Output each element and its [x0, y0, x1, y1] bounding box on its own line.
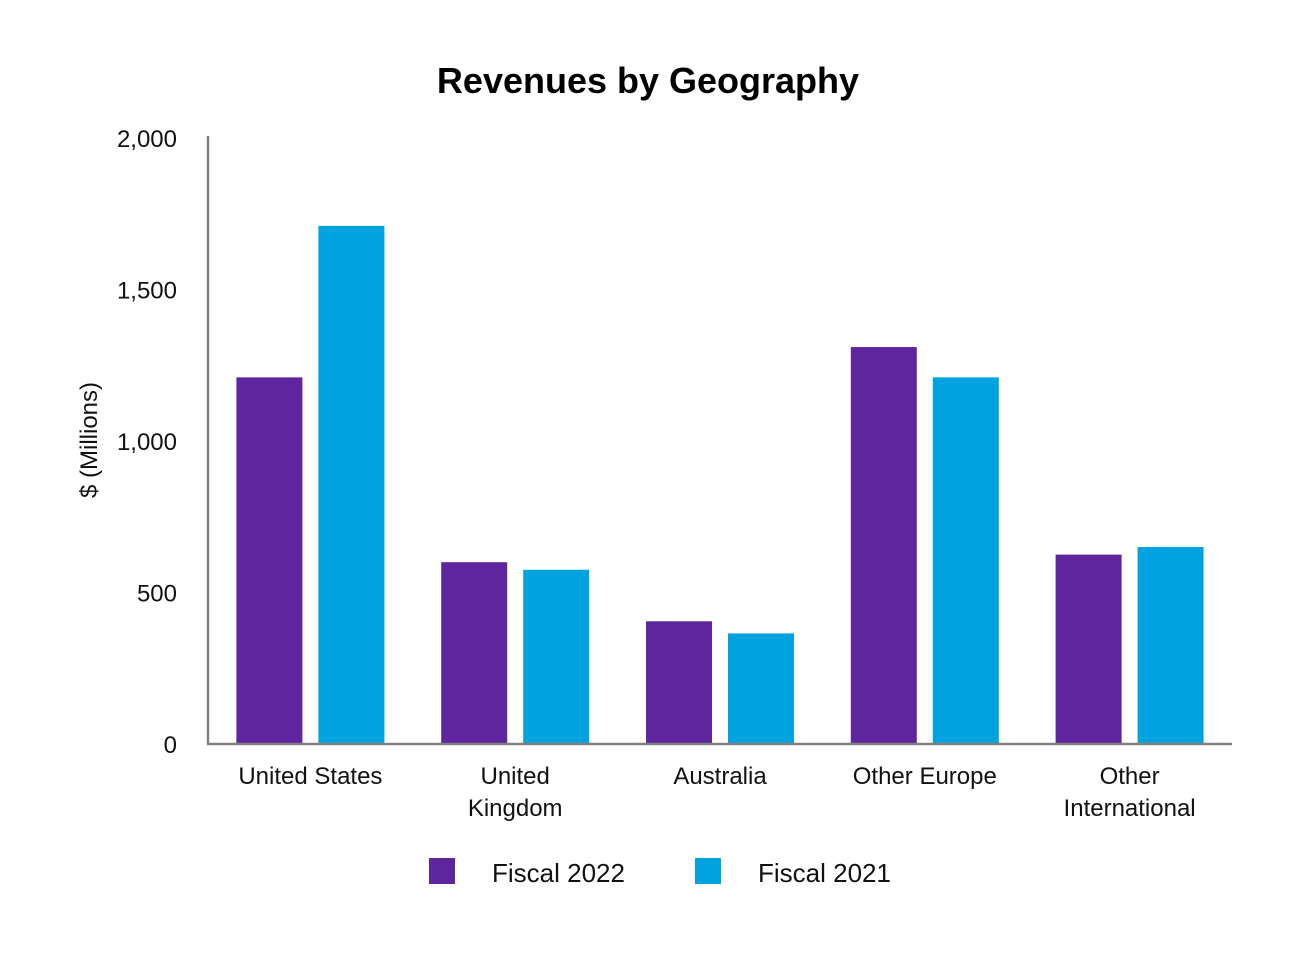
bars-group	[236, 225, 1204, 744]
bar-fiscal-2021-australia	[728, 633, 794, 744]
x-category-label: Australia	[673, 763, 767, 790]
y-axis-ticks: 0 500 1,000 1,500 2,000	[117, 126, 177, 759]
bar-fiscal-2021-other-international	[1137, 547, 1204, 744]
x-category-label: Other International	[1064, 763, 1196, 822]
y-tick-label: 500	[137, 581, 177, 608]
chart-title: Revenues by Geography	[437, 60, 859, 101]
y-axis-label: $ (Millions)	[76, 382, 103, 498]
x-category-label: United Kingdom	[468, 763, 563, 822]
legend-label: Fiscal 2021	[758, 858, 891, 888]
x-category-label: Other Europe	[853, 763, 997, 790]
legend-swatch	[429, 858, 455, 884]
y-tick-label: 0	[164, 732, 177, 759]
x-category-label: United States	[238, 763, 382, 790]
legend-swatch	[695, 858, 721, 884]
bar-fiscal-2022-other-europe	[850, 347, 917, 744]
bar-fiscal-2022-other-international	[1055, 554, 1122, 744]
bar-fiscal-2022-united-kingdom	[441, 562, 508, 744]
bar-fiscal-2022-australia	[646, 621, 712, 744]
y-tick-label: 1,000	[117, 429, 177, 456]
bar-fiscal-2021-other-europe	[932, 377, 999, 744]
bar-fiscal-2022-united-states	[236, 377, 303, 744]
x-axis-categories: United States United Kingdom Australia Other…	[238, 763, 1195, 822]
y-tick-label: 1,500	[117, 278, 177, 305]
y-tick-label: 2,000	[117, 126, 177, 153]
legend: Fiscal 2022 Fiscal 2021	[429, 858, 891, 888]
bar-fiscal-2021-united-states	[318, 225, 385, 744]
bar-fiscal-2021-united-kingdom	[523, 569, 590, 744]
legend-label: Fiscal 2022	[492, 858, 625, 888]
